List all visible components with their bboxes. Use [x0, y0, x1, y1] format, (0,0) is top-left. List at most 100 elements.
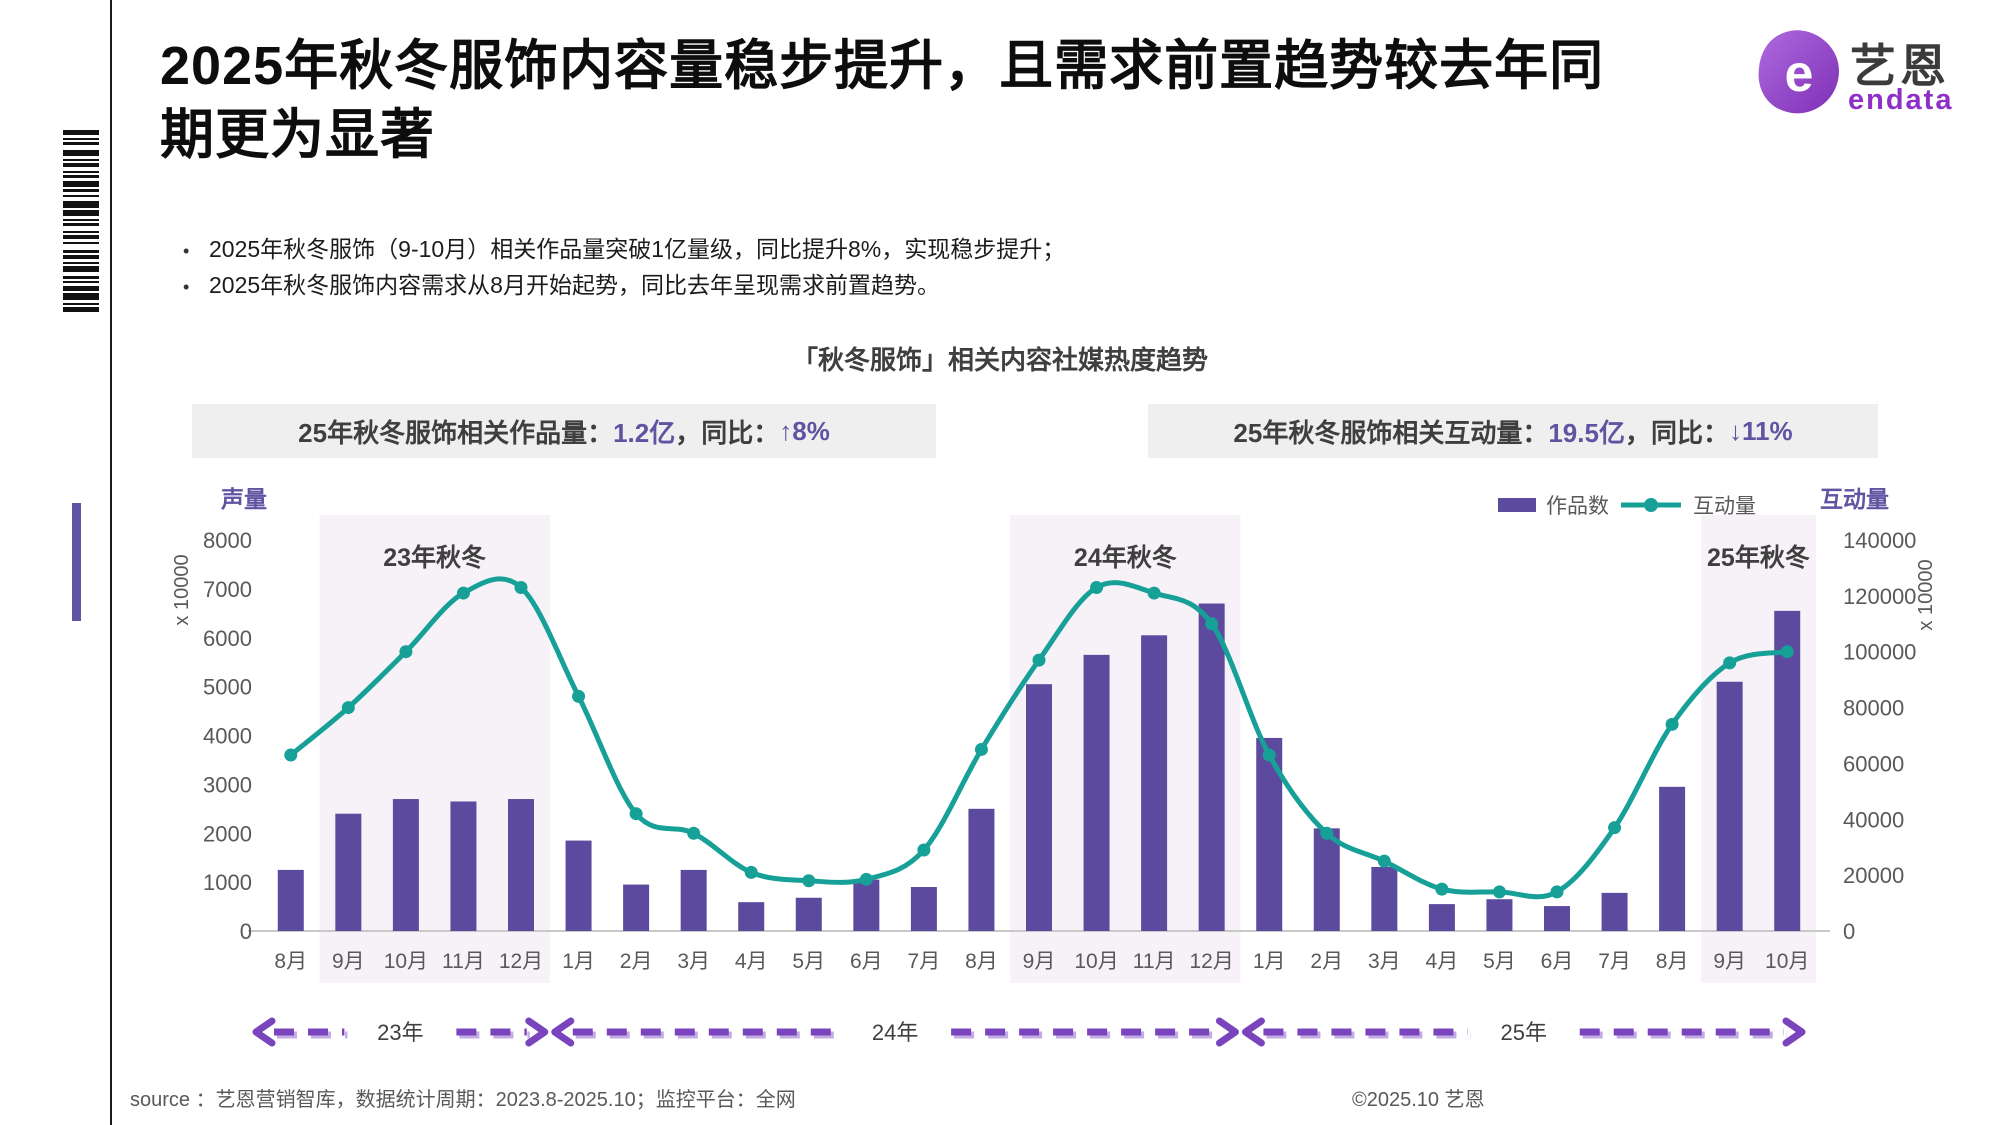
line-point-5月-9	[802, 874, 816, 888]
stat-works-label: 25年秋冬服饰相关作品量：	[298, 417, 614, 448]
x-label-23: 7月	[1598, 950, 1631, 973]
bar-4月-20	[1428, 904, 1455, 931]
logo-e-glyph: e	[1785, 45, 1814, 103]
highlight-label-1: 23年秋冬	[383, 543, 486, 572]
line-point-12月-4	[514, 580, 528, 594]
barcode-bar	[63, 242, 99, 244]
highlight-label-2: 24年秋冬	[1074, 543, 1177, 572]
year-arrow-24年: 24年	[551, 1017, 1239, 1047]
bar-10月-14	[1083, 654, 1110, 931]
arrowhead	[1782, 1017, 1806, 1047]
line-point-6月-22	[1550, 885, 1564, 899]
bar-6月-10	[853, 879, 880, 931]
bullet-dot-icon: •	[183, 241, 190, 261]
line-point-2月-6	[629, 807, 643, 821]
bar-3月-7	[680, 869, 707, 931]
bar-4月-8	[738, 902, 765, 931]
highlight-label-3: 25年秋冬	[1707, 543, 1810, 572]
barcode-bar	[63, 210, 99, 216]
arrowhead	[525, 1017, 549, 1047]
x-label-11: 7月	[908, 950, 941, 973]
x-label-5: 1月	[562, 950, 595, 973]
line-point-9月-1	[341, 701, 355, 715]
bar-5月-21	[1486, 899, 1513, 931]
right-axis-unit: x 10000	[1915, 559, 1937, 630]
x-label-3: 11月	[442, 950, 485, 973]
x-label-26: 10月	[1765, 950, 1809, 973]
line-point-12月-16	[1205, 617, 1219, 631]
legend-line-swatch-icon	[1621, 498, 1681, 512]
stat-works-delta: ↑8%	[779, 415, 830, 446]
line-point-10月-14	[1090, 580, 1104, 594]
stat-works-value: 1.2亿	[613, 417, 676, 448]
x-label-13: 9月	[1023, 950, 1056, 973]
line-point-7月-11	[917, 843, 931, 857]
bar-11月-15	[1141, 635, 1168, 931]
purple-accent-bar	[72, 503, 81, 621]
right-tick-40000: 40000	[1843, 807, 1904, 832]
legend-line-label: 互动量	[1693, 495, 1756, 518]
line-point-7月-23	[1608, 821, 1622, 835]
right-tick-60000: 60000	[1843, 751, 1904, 776]
barcode-bar	[63, 159, 99, 161]
stat-engagement-value: 19.5亿	[1548, 417, 1625, 448]
barcode-bar	[63, 201, 99, 208]
left-tick-0: 0	[240, 919, 252, 944]
barcode-bar	[63, 181, 99, 187]
line-point-1月-5	[572, 689, 586, 703]
chart-legend: 作品数 互动量	[1498, 490, 1756, 520]
endata-logo-mark-icon: e	[1758, 30, 1840, 114]
x-label-20: 4月	[1426, 950, 1459, 973]
x-label-15: 11月	[1133, 950, 1176, 973]
line-point-3月-7	[687, 826, 701, 840]
x-label-6: 2月	[620, 950, 653, 973]
line-point-10月-2	[399, 645, 413, 659]
summary-bullets: • 2025年秋冬服饰（9-10月）相关作品量突破1亿量级，同比提升8%，实现稳…	[183, 232, 1583, 303]
barcode-bar	[63, 138, 99, 140]
barcode-bar	[63, 150, 99, 156]
barcode-bar	[63, 223, 99, 226]
year-label-24年: 24年	[872, 1020, 918, 1045]
barcode-bar	[63, 163, 99, 167]
page-title-line2: 期更为显著	[160, 105, 435, 166]
year-arrow-25年: 25年	[1241, 1017, 1806, 1047]
bar-5月-9	[795, 897, 822, 931]
barcode-bar	[63, 266, 99, 272]
barcode-bar	[63, 175, 99, 178]
bar-10月-26	[1774, 610, 1801, 931]
year-label-23年: 23年	[377, 1020, 423, 1045]
left-tick-2000: 2000	[203, 821, 252, 846]
legend-bar-swatch-icon	[1498, 498, 1536, 512]
bar-6月-22	[1544, 906, 1570, 931]
bullet-2: • 2025年秋冬服饰内容需求从8月开始起势，同比去年呈现需求前置趋势。	[183, 268, 1583, 304]
stat-pill-works: 25年秋冬服饰相关作品量： 1.2亿 ，同比： ↑8%	[192, 404, 936, 458]
x-label-10: 6月	[850, 950, 883, 973]
line-point-11月-3	[456, 586, 470, 600]
bullet-1-text: 2025年秋冬服饰（9-10月）相关作品量突破1亿量级，同比提升8%，实现稳步提…	[209, 236, 1066, 262]
line-point-2月-18	[1320, 826, 1334, 840]
logo-cn-text: 艺恩	[1850, 40, 1950, 92]
left-tick-7000: 7000	[203, 577, 252, 602]
line-point-9月-13	[1032, 653, 1046, 667]
bullet-2-text: 2025年秋冬服饰内容需求从8月开始起势，同比去年呈现需求前置趋势。	[209, 271, 940, 298]
bar-10月-2	[392, 799, 419, 931]
source-note: source ：艺恩营销智库，数据统计周期：2023.8-2025.10；监控平…	[130, 1089, 796, 1111]
line-point-9月-25	[1723, 656, 1737, 670]
line-point-4月-20	[1435, 882, 1449, 896]
left-tick-8000: 8000	[203, 528, 252, 553]
right-tick-0: 0	[1843, 919, 1855, 944]
barcode-bar	[63, 130, 99, 135]
stat-pill-engagement: 25年秋冬服饰相关互动量： 19.5亿 ，同比： ↓11%	[1148, 404, 1878, 458]
line-point-3月-19	[1377, 854, 1391, 868]
stat-engagement-delta: ↓11%	[1728, 415, 1793, 446]
x-label-9: 5月	[792, 950, 825, 973]
barcode-decoration	[63, 130, 99, 312]
x-label-12: 8月	[965, 950, 998, 973]
x-label-7: 3月	[677, 950, 710, 973]
left-tick-5000: 5000	[203, 675, 252, 700]
line-point-8月-12	[974, 742, 988, 756]
x-label-19: 3月	[1368, 950, 1401, 973]
x-label-4: 12月	[499, 950, 543, 973]
right-tick-20000: 20000	[1843, 863, 1904, 888]
